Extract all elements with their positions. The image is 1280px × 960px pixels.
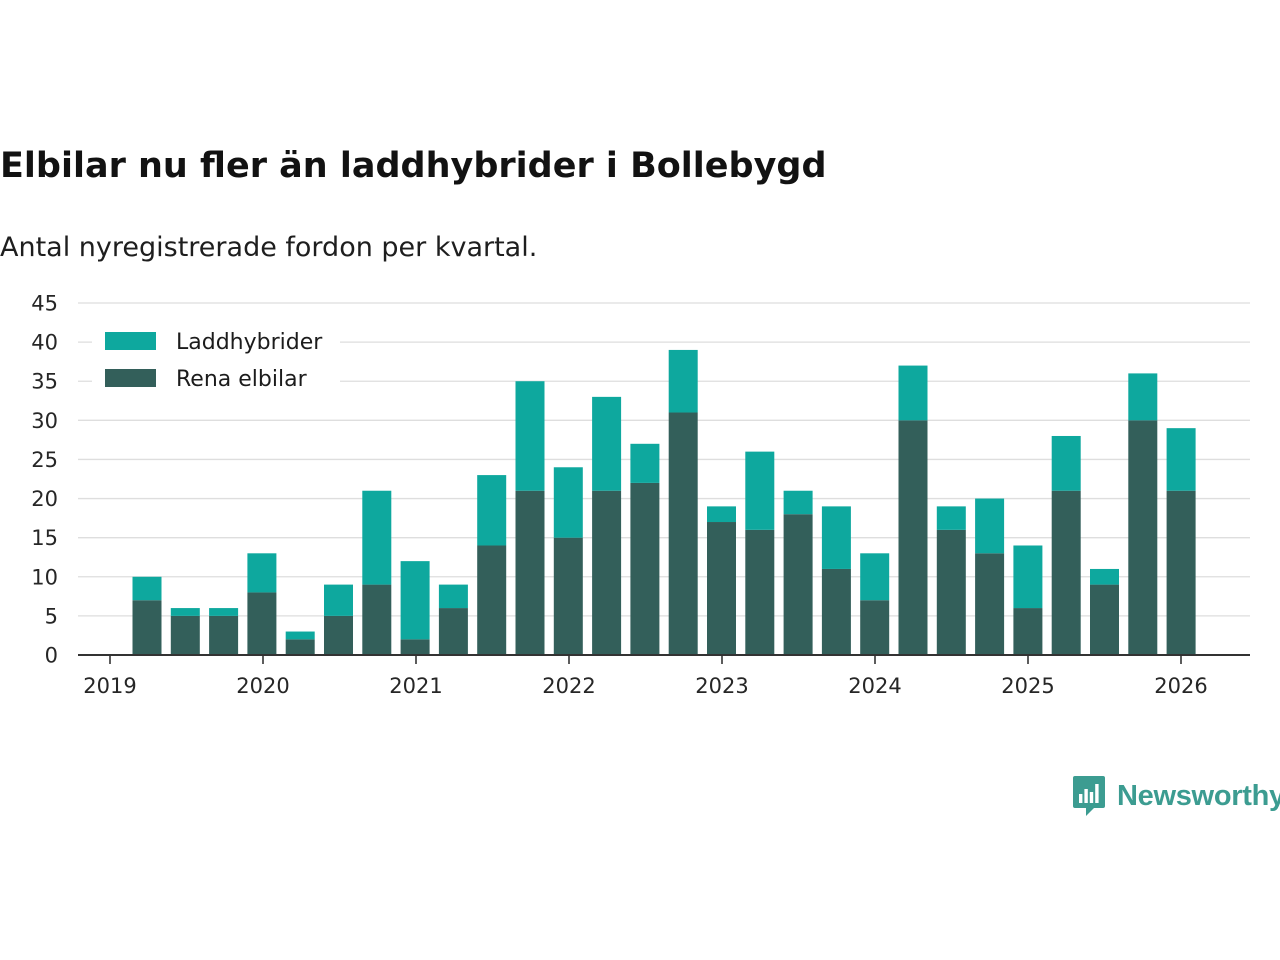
bar-laddhybrider [668, 349, 698, 413]
bar-rena-elbilar [975, 553, 1005, 655]
bar-laddhybrider [209, 608, 239, 616]
bar-laddhybrider [975, 498, 1005, 554]
bar-rena-elbilar [821, 568, 851, 655]
bar-laddhybrider [477, 475, 507, 546]
legend-label: Laddhybrider [176, 330, 323, 355]
bar-rena-elbilar [1013, 608, 1043, 655]
x-tick-label: 2024 [848, 674, 901, 698]
bar-rena-elbilar [668, 412, 698, 655]
bar-rena-elbilar [1051, 490, 1081, 655]
bar-laddhybrider [324, 584, 353, 616]
bar-rena-elbilar [477, 545, 507, 655]
y-tick-label: 30 [31, 409, 58, 433]
y-tick-label: 45 [31, 292, 58, 316]
bar-laddhybrider [515, 381, 545, 491]
bar-rena-elbilar [592, 490, 622, 655]
x-tick-label: 2019 [83, 674, 136, 698]
x-tick-label: 2023 [695, 674, 748, 698]
bar-rena-elbilar [1090, 584, 1119, 655]
bar-laddhybrider [1128, 373, 1158, 421]
bar-rena-elbilar [860, 600, 890, 655]
bar-laddhybrider [438, 584, 468, 609]
bar-laddhybrider [783, 490, 813, 515]
bar-laddhybrider [1013, 545, 1043, 609]
x-tick-label: 2026 [1154, 674, 1207, 698]
bar-laddhybrider [860, 553, 890, 601]
bar-laddhybrider [553, 467, 583, 538]
bar-rena-elbilar [362, 584, 392, 655]
bar-rena-elbilar [170, 615, 200, 655]
bar-rena-elbilar [285, 639, 315, 655]
y-tick-label: 15 [31, 526, 58, 550]
newsworthy-brand: Newsworthy [1072, 774, 1280, 818]
chart-title: Elbilar nu fler än laddhybrider i Bolleb… [0, 146, 827, 186]
bar-rena-elbilar [898, 420, 928, 655]
legend-swatch [105, 332, 156, 350]
bar-laddhybrider [132, 576, 162, 601]
bar-laddhybrider [400, 561, 430, 640]
bar-laddhybrider [707, 506, 736, 523]
bar-rena-elbilar [936, 529, 966, 655]
bar-laddhybrider [592, 396, 622, 491]
bar-rena-elbilar [438, 608, 468, 655]
bar-rena-elbilar [1128, 420, 1158, 655]
bar-rena-elbilar [745, 529, 775, 655]
bar-rena-elbilar [630, 482, 660, 655]
y-tick-label: 5 [45, 604, 58, 628]
bar-rena-elbilar [783, 514, 813, 655]
bar-laddhybrider [1051, 435, 1081, 491]
bar-rena-elbilar [400, 639, 430, 655]
legend-label: Rena elbilar [176, 367, 308, 392]
x-tick-label: 2025 [1001, 674, 1054, 698]
bar-rena-elbilar [553, 537, 583, 655]
y-tick-label: 20 [31, 487, 58, 511]
x-tick-label: 2021 [389, 674, 442, 698]
bar-laddhybrider [898, 365, 928, 421]
y-tick-label: 10 [31, 565, 58, 589]
bar-rena-elbilar [324, 615, 353, 655]
bar-rena-elbilar [707, 522, 736, 655]
bar-laddhybrider [821, 506, 851, 569]
bar-laddhybrider [1166, 428, 1196, 491]
bar-laddhybrider [247, 553, 277, 593]
bar-laddhybrider [745, 451, 775, 530]
chart-subtitle: Antal nyregistrerade fordon per kvartal. [0, 232, 538, 263]
x-tick-label: 2020 [236, 674, 289, 698]
y-tick-label: 25 [31, 448, 58, 472]
bar-laddhybrider [285, 631, 315, 640]
bar-laddhybrider [630, 443, 660, 483]
bar-laddhybrider [1090, 568, 1119, 585]
legend-swatch [105, 369, 156, 387]
y-tick-label: 0 [45, 644, 58, 668]
y-tick-label: 35 [31, 370, 58, 394]
brand-name: Newsworthy [1117, 779, 1280, 812]
bar-laddhybrider [362, 490, 392, 585]
bar-laddhybrider [170, 608, 200, 616]
bar-rena-elbilar [132, 600, 162, 655]
bar-rena-elbilar [247, 592, 277, 655]
bar-rena-elbilar [515, 490, 545, 655]
bar-laddhybrider [936, 506, 966, 530]
y-tick-label: 40 [31, 331, 58, 355]
newsworthy-logo-icon [1073, 776, 1105, 816]
x-tick-label: 2022 [542, 674, 595, 698]
bar-rena-elbilar [209, 615, 239, 655]
bar-rena-elbilar [1166, 490, 1196, 655]
